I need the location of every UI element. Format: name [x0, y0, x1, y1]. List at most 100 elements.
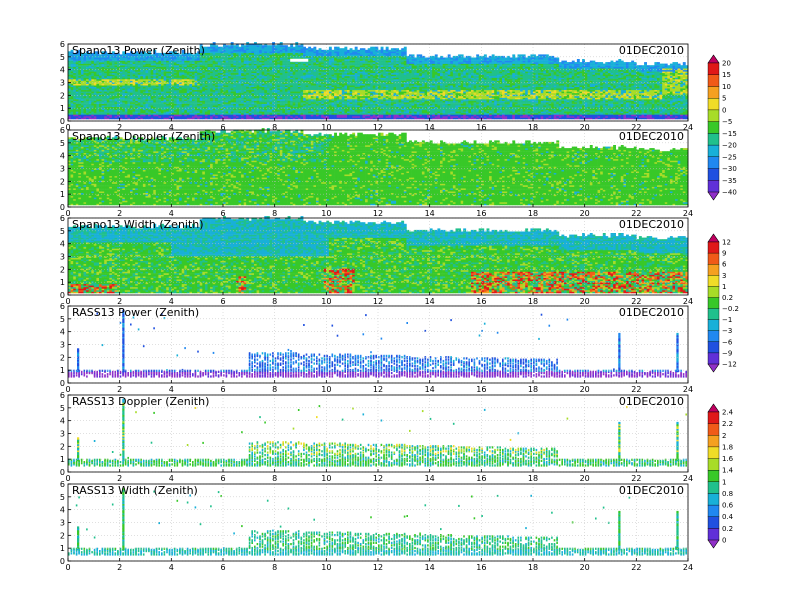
y-tick-label: 6 [60, 40, 65, 49]
colorbar-label: −20 [722, 142, 737, 150]
y-tick-label: 0 [60, 468, 65, 477]
x-tick-label: 12 [373, 474, 383, 483]
colorbar-swatch [707, 493, 720, 506]
colorbar-swatch [707, 109, 720, 123]
colorbar-swatch [707, 74, 720, 87]
y-tick-label: 5 [60, 404, 65, 413]
colorbar-bottom-arrow [707, 363, 720, 373]
y-tick-label: 1 [60, 278, 65, 287]
x-tick-label: 6 [220, 474, 225, 483]
y-tick-label: 0 [60, 117, 65, 126]
x-tick-label: 20 [580, 297, 590, 306]
panel-title: Spano13 Doppler (Zenith) [72, 130, 215, 143]
colorbar-label: 0 [722, 537, 726, 545]
colorbar-label: −25 [722, 153, 737, 161]
x-tick-label: 14 [425, 474, 435, 483]
x-tick-label: 0 [65, 474, 70, 483]
x-tick-label: 8 [272, 474, 277, 483]
x-tick-label: 14 [425, 563, 435, 572]
y-tick-label: 3 [60, 165, 65, 174]
x-tick-label: 12 [373, 563, 383, 572]
x-tick-label: 22 [631, 474, 641, 483]
panel-2-data [68, 128, 689, 206]
colorbar-label: 1 [722, 283, 726, 291]
colorbar-swatch [707, 144, 720, 158]
x-tick-label: 6 [220, 385, 225, 394]
x-tick-label: 6 [220, 297, 225, 306]
colorbar-bottom-arrow [707, 539, 720, 549]
y-tick-label: 6 [60, 214, 65, 223]
x-tick-label: 18 [528, 474, 538, 483]
colorbar-swatch [707, 352, 720, 365]
x-tick-label: 14 [425, 209, 435, 218]
x-tick-label: 24 [683, 123, 693, 132]
colorbar-label: −9 [722, 349, 732, 357]
x-tick-label: 20 [580, 385, 590, 394]
x-tick-label: 18 [528, 563, 538, 572]
y-tick-label: 6 [60, 391, 65, 400]
colorbar-swatch [707, 504, 720, 518]
y-tick-label: 1 [60, 190, 65, 199]
colorbar-label: 5 [722, 95, 726, 103]
y-tick-label: 4 [60, 506, 65, 515]
colorbar-swatch [707, 319, 720, 332]
colorbar-swatch [707, 156, 720, 169]
colorbar-2: 12 9 6 3 1 0.2 −0.2 −1 −3 −6 −9 −12 [707, 233, 739, 373]
colorbar-swatch [707, 308, 720, 321]
colorbar-swatch [707, 330, 720, 343]
x-tick-label: 4 [169, 474, 174, 483]
x-tick-label: 24 [683, 563, 693, 572]
colorbar-swatch [707, 168, 720, 181]
x-tick-label: 6 [220, 209, 225, 218]
colorbar-label: −3 [722, 327, 732, 335]
y-tick-label: 0 [60, 557, 65, 566]
x-tick-label: 8 [272, 385, 277, 394]
colorbar-label: 2.4 [722, 409, 734, 417]
colorbar-3: 2.4 2.2 2 1.8 1.6 1.4 1 0.8 0.6 0.4 0.2 0 [707, 403, 734, 549]
colorbar-swatch [707, 481, 720, 494]
y-tick-label: 5 [60, 139, 65, 148]
colorbar-swatch [707, 241, 720, 254]
colorbar-label: 9 [722, 250, 726, 258]
x-tick-label: 18 [528, 123, 538, 132]
colorbar-swatch [707, 121, 720, 134]
colorbar-swatch [707, 423, 720, 436]
colorbar-label: −5 [722, 118, 732, 126]
colorbar-label: 1 [722, 478, 726, 486]
colorbar-label: −30 [722, 165, 737, 173]
colorbar-top-arrow [707, 403, 720, 413]
y-tick-label: 4 [60, 152, 65, 161]
x-tick-label: 18 [528, 297, 538, 306]
panel-5-data [68, 398, 687, 467]
x-tick-label: 18 [528, 209, 538, 218]
colorbar-1: 20 15 10 5 0 −5 −15 −20 −25 −30 −35 −40 [707, 54, 737, 201]
colorbar-swatch [707, 275, 720, 287]
x-tick-label: 16 [476, 297, 486, 306]
x-tick-label: 2 [117, 209, 122, 218]
colorbar-swatch [707, 180, 720, 193]
colorbar-label: 3 [722, 272, 726, 280]
x-tick-label: 10 [321, 474, 331, 483]
y-tick-label: 6 [60, 480, 65, 489]
y-tick-label: 4 [60, 240, 65, 249]
x-tick-label: 16 [476, 123, 486, 132]
colorbar-label: 12 [722, 239, 731, 247]
y-tick-label: 2 [60, 442, 65, 451]
y-tick-label: 2 [60, 177, 65, 186]
y-tick-label: 1 [60, 544, 65, 553]
y-tick-label: 5 [60, 227, 65, 236]
colorbar-label: 2 [722, 432, 726, 440]
colorbar-top-arrow [707, 54, 720, 64]
colorbar-label: −40 [722, 189, 737, 197]
x-tick-label: 10 [321, 385, 331, 394]
y-tick-label: 1 [60, 455, 65, 464]
x-tick-label: 14 [425, 385, 435, 394]
x-tick-label: 6 [220, 123, 225, 132]
colorbar-swatch [707, 516, 720, 529]
x-tick-label: 0 [65, 123, 70, 132]
x-tick-label: 14 [425, 123, 435, 132]
